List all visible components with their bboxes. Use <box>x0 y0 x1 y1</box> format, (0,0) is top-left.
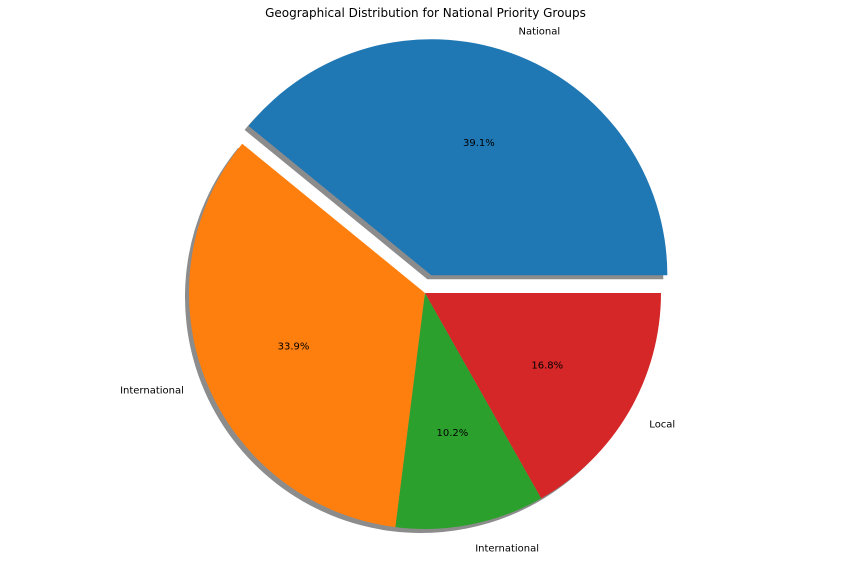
pie-slice-international-2 <box>395 293 542 529</box>
slice-label-international-2: International <box>475 544 539 555</box>
percent-label-international-2: 10.2% <box>437 428 469 439</box>
percent-label-international-1: 33.9% <box>278 342 310 353</box>
percent-label-national-0: 39.1% <box>463 138 495 149</box>
pie-slice-international-1 <box>188 143 425 528</box>
pie-slices <box>188 39 668 529</box>
slice-label-international-1: International <box>120 385 184 396</box>
pie-slice-local-3 <box>425 293 661 499</box>
chart-title: Geographical Distribution for National P… <box>265 6 586 20</box>
percent-label-local-3: 16.8% <box>531 360 563 371</box>
slice-labels: National International International Local <box>120 27 675 555</box>
pie-slice-national-0 <box>248 39 668 276</box>
slice-label-local-3: Local <box>649 420 675 431</box>
percent-labels: 39.1% 33.9% 10.2% 16.8% <box>278 138 564 439</box>
slice-label-national-0: National <box>519 27 561 38</box>
